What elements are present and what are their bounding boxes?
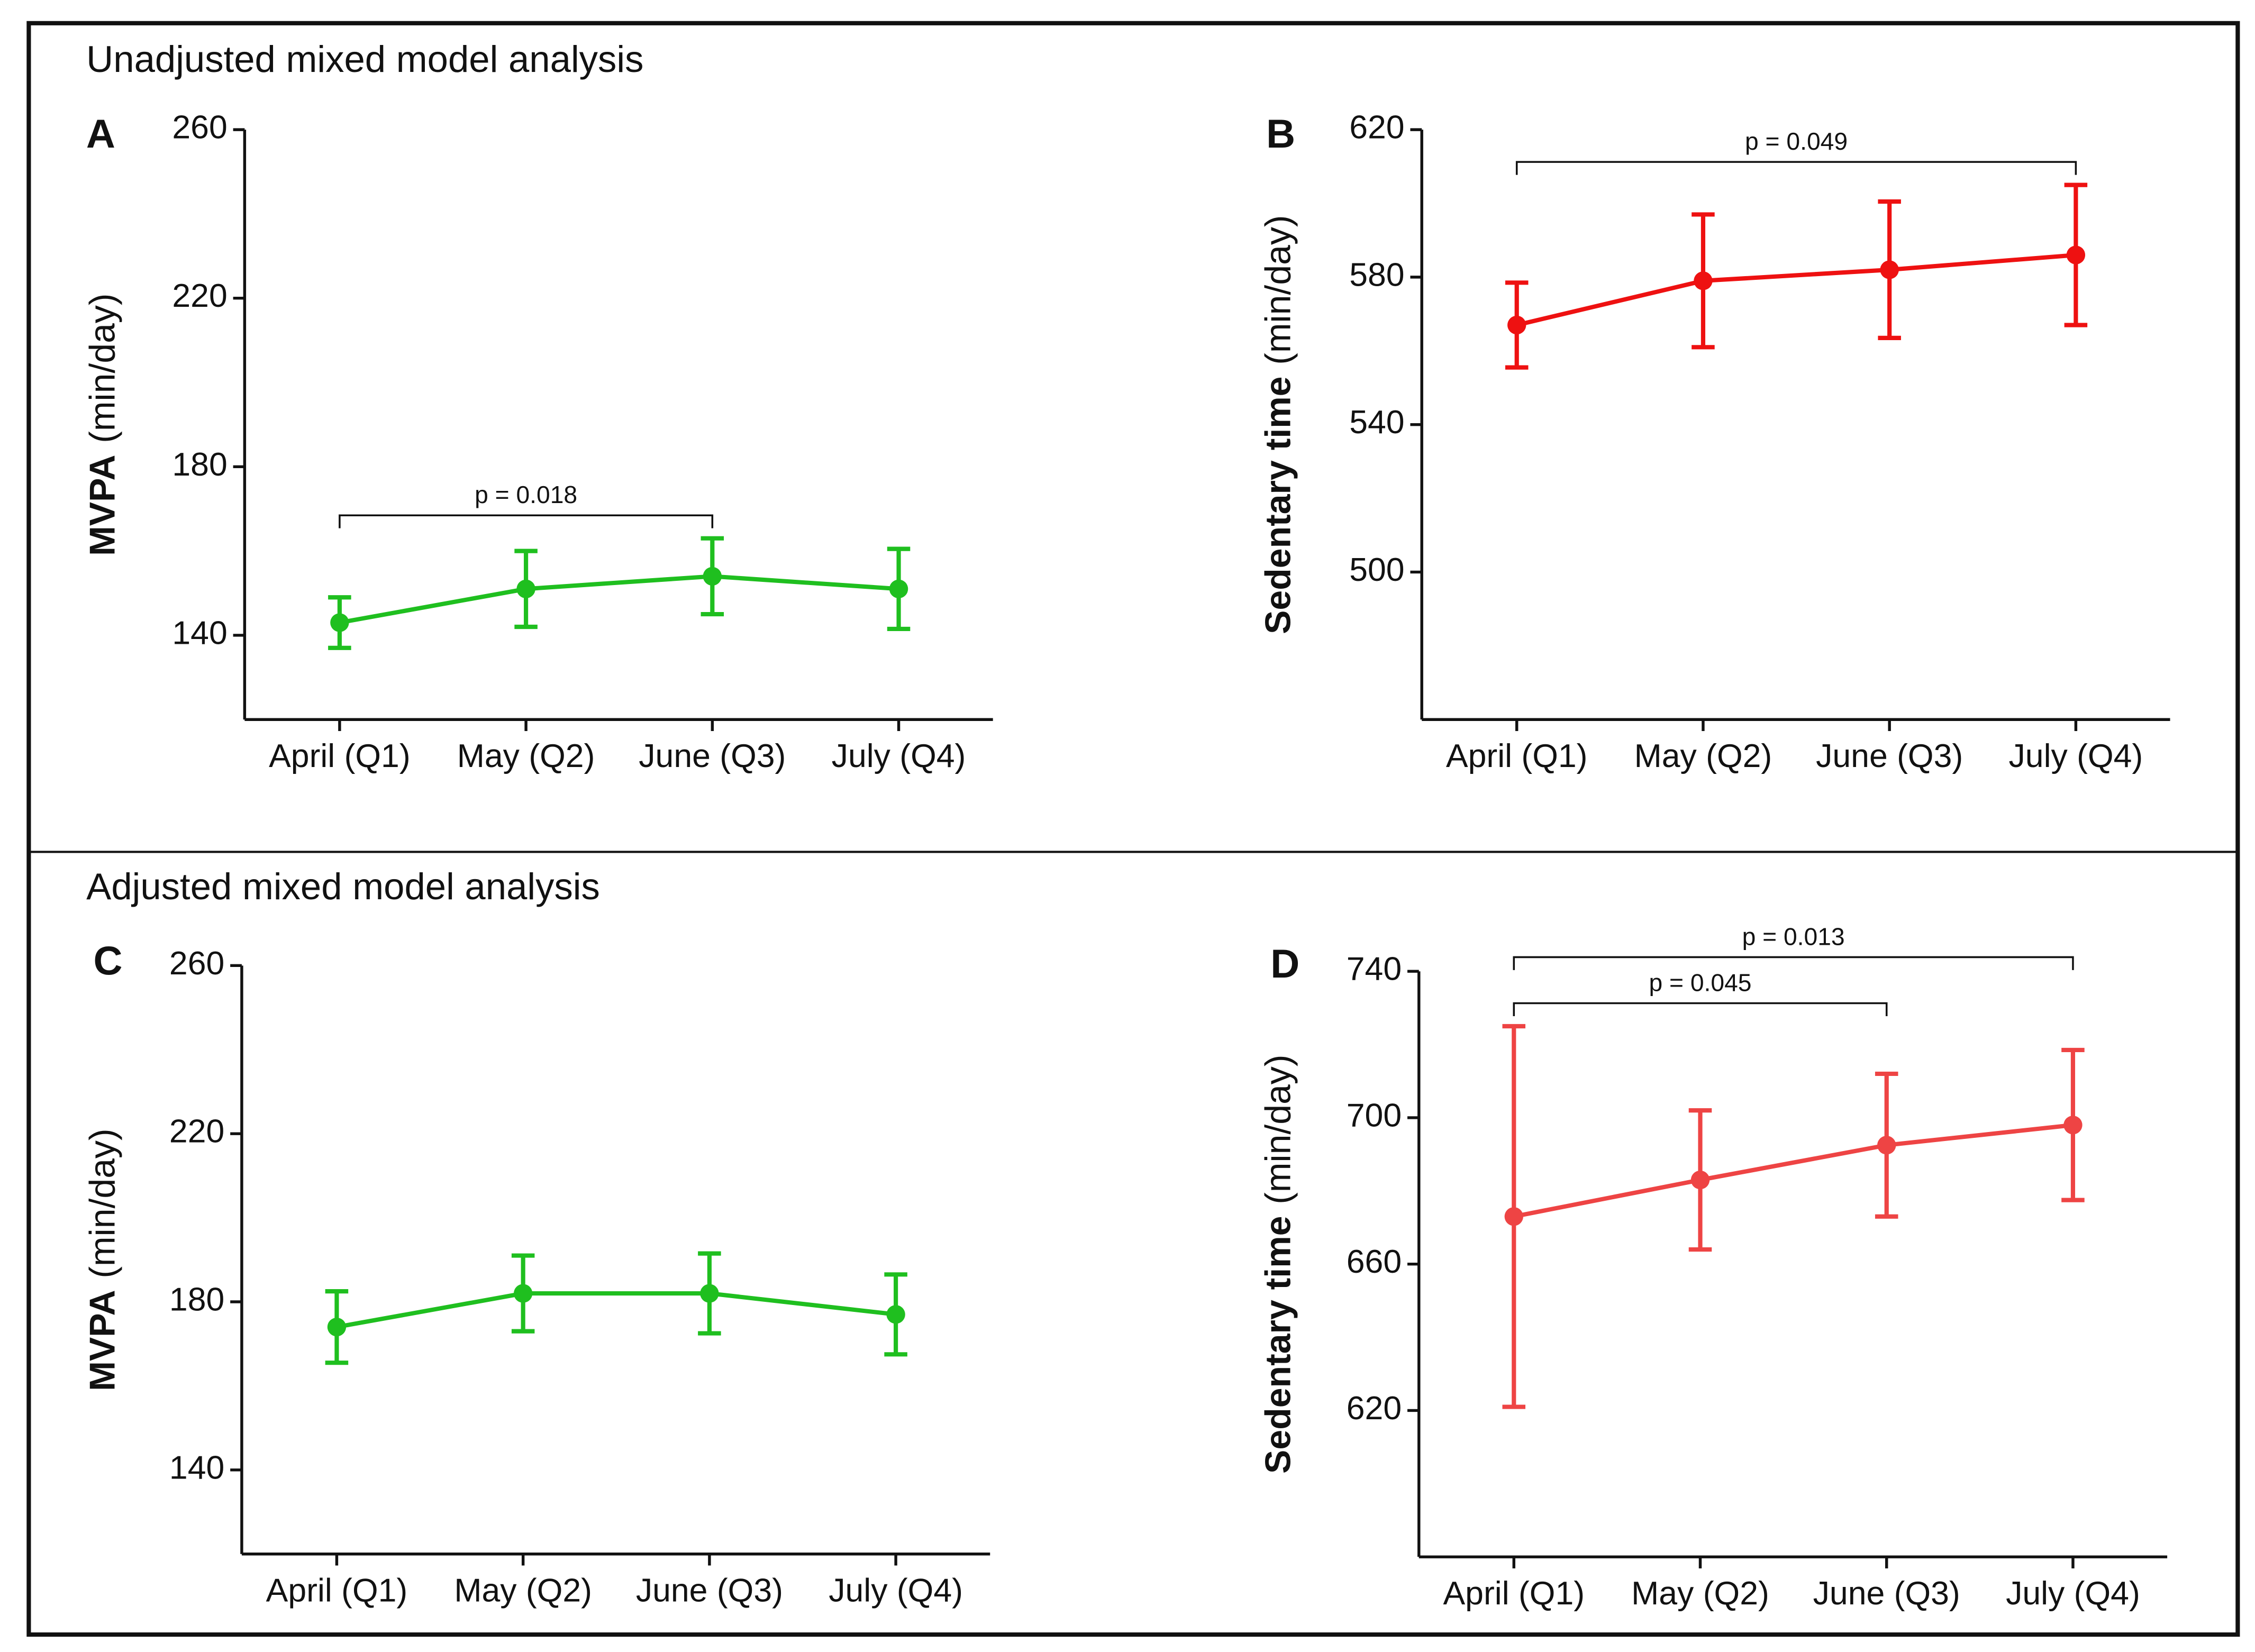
data-point [1694,271,1713,290]
y-axis-label-unit: (min/day) [1258,1054,1298,1204]
y-axis-label: Sedentary time (min/day) [1258,1054,1298,1474]
data-point [889,579,908,598]
y-axis-label-name: Sedentary time [1258,376,1298,634]
y-tick-label: 260 [169,945,224,982]
x-tick-label: July (Q4) [832,737,966,774]
y-axis-label-name: MVPA [83,455,123,556]
x-tick-label: June (Q3) [636,1572,783,1609]
significance-label: p = 0.049 [1745,127,1848,155]
x-tick-label: May (Q2) [1634,737,1772,774]
panel-label: D [1270,942,1299,987]
y-tick-label: 220 [172,277,227,314]
data-point [1877,1136,1896,1155]
series-line [339,574,899,625]
x-tick-label: May (Q2) [457,737,595,774]
x-tick-label: June (Q3) [1813,1575,1960,1612]
y-tick-label: 660 [1347,1243,1402,1280]
panel-label: B [1266,112,1295,157]
significance-label: p = 0.045 [1649,969,1751,996]
panel-label: C [93,939,122,984]
significance-bracket [1513,1002,1888,1016]
significance-label: p = 0.013 [1742,923,1845,950]
x-tick-label: June (Q3) [1816,737,1963,774]
y-tick-label: 700 [1347,1097,1402,1134]
significance-bracket [1515,161,2077,175]
data-point [327,1317,347,1337]
y-tick-label: 180 [172,446,227,483]
y-axis-label-name: Sedentary time [1258,1216,1298,1474]
y-tick-label: 140 [169,1449,224,1486]
x-tick-label: April (Q1) [1446,737,1588,774]
y-axis-label: Sedentary time (min/day) [1258,215,1298,634]
x-tick-label: May (Q2) [1631,1575,1769,1612]
y-tick-label: 220 [169,1113,224,1150]
data-point [516,579,535,598]
y-axis-label-unit: (min/day) [83,293,123,443]
y-tick-label: 260 [172,109,227,146]
section-title: Unadjusted mixed model analysis [86,38,643,80]
series-line [1516,252,2076,327]
x-tick-label: April (Q1) [1443,1575,1585,1612]
y-tick-label: 620 [1349,109,1404,146]
data-point [2066,245,2086,264]
series-line [1513,1122,2074,1219]
y-tick-label: 740 [1347,951,1402,988]
data-point [2063,1116,2083,1135]
section-title: Adjusted mixed model analysis [86,865,600,907]
frame [26,21,2240,1637]
significance-label: p = 0.018 [475,481,577,508]
panel-label: A [86,112,115,157]
data-point [700,1284,719,1303]
data-point [1507,315,1526,335]
x-tick-label: May (Q2) [454,1572,592,1609]
y-tick-label: 180 [169,1281,224,1318]
series-line [336,1291,896,1329]
x-tick-label: April (Q1) [269,737,411,774]
x-tick-label: July (Q4) [829,1572,963,1609]
y-tick-label: 540 [1349,404,1404,441]
data-point [1880,260,1899,279]
data-point [330,613,349,632]
data-point [513,1284,533,1303]
data-point [1690,1170,1710,1190]
y-tick-label: 500 [1349,551,1404,588]
x-tick-label: April (Q1) [266,1572,408,1609]
data-point [886,1305,905,1324]
y-axis-label-name: MVPA [83,1290,123,1391]
x-tick-label: June (Q3) [639,737,786,774]
x-tick-label: July (Q4) [2006,1575,2140,1612]
y-axis-label: MVPA (min/day) [83,293,123,555]
data-point [1504,1207,1523,1226]
y-axis-label-unit: (min/day) [83,1128,123,1278]
y-axis-label-unit: (min/day) [1258,215,1298,364]
y-tick-label: 140 [172,614,227,651]
significance-bracket [1513,956,2074,970]
significance-bracket [339,514,714,528]
x-tick-label: July (Q4) [2009,737,2143,774]
y-axis-label: MVPA (min/day) [83,1128,123,1391]
data-point [703,567,722,586]
y-tick-label: 580 [1349,256,1404,293]
y-tick-label: 620 [1347,1390,1402,1427]
